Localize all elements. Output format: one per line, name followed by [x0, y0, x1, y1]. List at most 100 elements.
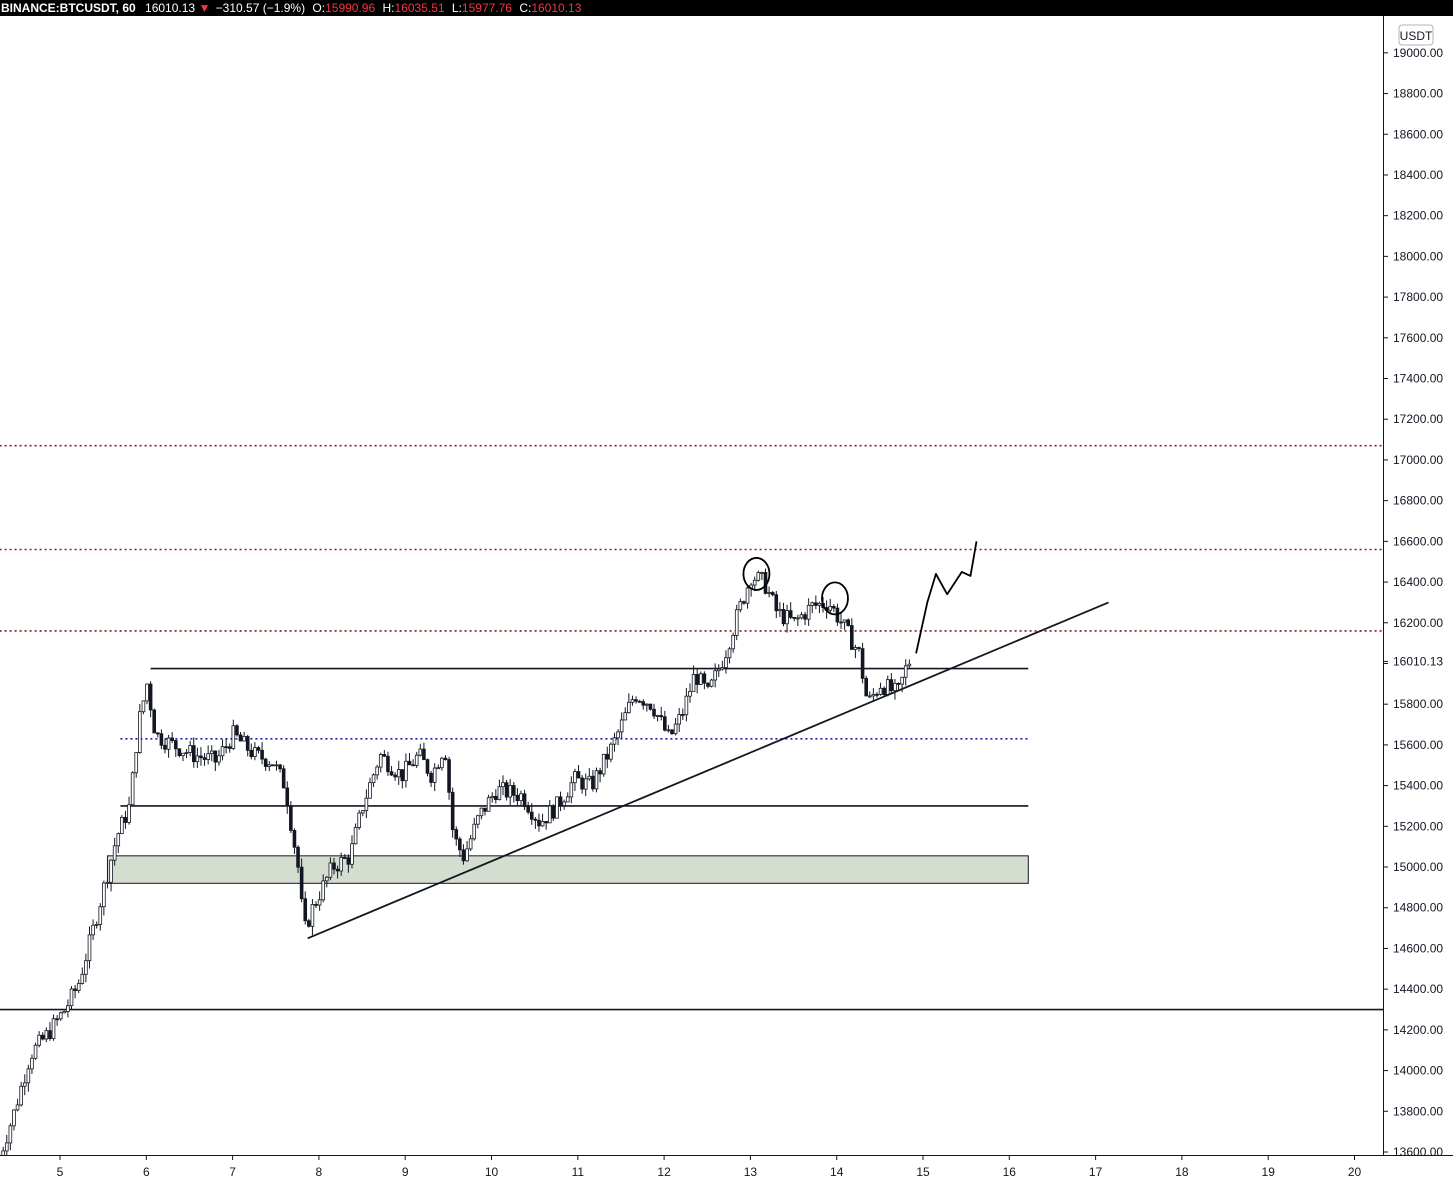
price-chart[interactable]: 13600.00 13800.00 14000.00 14200.00 14400.00…	[0, 16, 1453, 1185]
candle	[407, 752, 412, 766]
candle	[206, 745, 210, 765]
candle	[817, 601, 822, 614]
candle	[537, 813, 541, 832]
candle	[245, 734, 250, 757]
currency-badge[interactable]: USDT	[1398, 24, 1434, 46]
candle	[680, 708, 685, 721]
price-tick-label: 15600.00	[1393, 738, 1443, 752]
candle	[296, 845, 300, 873]
candle	[177, 748, 182, 758]
symbol-label[interactable]: BINANCE:BTCUSDT, 60	[1, 1, 136, 15]
high-value: 16035.51	[394, 1, 445, 15]
price-tick-label: 18200.00	[1393, 209, 1443, 223]
price-tick-label: 14200.00	[1393, 1023, 1443, 1037]
candle	[76, 979, 81, 994]
candle	[242, 731, 246, 742]
candle	[321, 874, 326, 903]
candle	[684, 687, 689, 722]
candle	[738, 598, 743, 613]
candle	[231, 719, 236, 750]
candle	[889, 672, 894, 694]
time-tick-label: 17	[1089, 1165, 1103, 1179]
candle	[134, 752, 139, 778]
circle-annotation[interactable]	[742, 557, 771, 591]
candle	[48, 1022, 52, 1041]
candle	[303, 891, 308, 925]
candle	[440, 756, 444, 771]
candle	[411, 759, 415, 767]
trendline-layer	[307, 601, 1109, 940]
candle	[4, 1134, 9, 1157]
candle	[587, 768, 592, 781]
candle	[328, 857, 333, 881]
candle	[454, 826, 459, 846]
time-tick-label: 20	[1348, 1165, 1362, 1179]
candle	[271, 764, 275, 767]
candle	[292, 828, 297, 854]
candle	[555, 796, 559, 819]
time-tick-label: 13	[744, 1165, 758, 1179]
candle	[368, 777, 372, 799]
candle	[616, 729, 620, 746]
candle	[360, 810, 365, 817]
candle	[141, 700, 146, 715]
candle	[580, 775, 584, 794]
candle	[842, 619, 847, 630]
candle	[425, 758, 430, 777]
candle	[130, 771, 135, 806]
candle	[209, 745, 214, 762]
time-axis-bg[interactable]	[0, 1156, 1453, 1185]
time-tick-label: 19	[1262, 1165, 1276, 1179]
candles-layer	[0, 568, 912, 1170]
candle	[332, 857, 336, 875]
price-tick-label: 15000.00	[1393, 860, 1443, 874]
circle-annotation[interactable]	[821, 581, 849, 616]
candle	[479, 807, 484, 820]
candle	[634, 696, 638, 704]
price-tick-label: 16600.00	[1393, 534, 1443, 548]
candle	[260, 742, 264, 765]
candle	[429, 770, 433, 787]
time-tick-label: 15	[916, 1165, 930, 1179]
candle	[670, 729, 674, 735]
candle	[594, 767, 599, 793]
candle	[573, 768, 577, 791]
candle	[857, 646, 861, 652]
candle	[623, 707, 628, 721]
price-tick-label: 13600.00	[1393, 1145, 1443, 1159]
candle	[497, 779, 502, 801]
projection-path[interactable]	[915, 541, 978, 654]
time-tick-label: 16	[1003, 1165, 1017, 1179]
candle	[511, 781, 516, 803]
candle	[907, 659, 912, 668]
time-tick-label: 11	[572, 1165, 585, 1179]
candle	[224, 738, 228, 754]
price-axis-bg[interactable]	[1384, 16, 1453, 1155]
price-tick-label: 17400.00	[1393, 372, 1443, 386]
candle	[490, 792, 495, 803]
candle	[378, 752, 383, 773]
close-label: C:	[519, 1, 532, 15]
candle	[547, 799, 552, 824]
candle	[551, 804, 556, 821]
candle	[256, 745, 261, 754]
candle	[148, 681, 153, 718]
ascending-trendline[interactable]	[307, 601, 1109, 940]
candle	[33, 1042, 38, 1060]
price-tick-label: 15400.00	[1393, 779, 1443, 793]
change-arrow-icon: ▼	[198, 1, 211, 15]
candle	[659, 706, 664, 721]
candle	[181, 752, 185, 762]
candle	[238, 731, 243, 742]
candle	[731, 632, 735, 653]
time-tick-label: 8	[316, 1165, 323, 1179]
demand-zone[interactable]	[106, 855, 1029, 884]
time-tick-label: 18	[1175, 1165, 1189, 1179]
candle	[558, 791, 563, 812]
time-tick-label: 10	[485, 1165, 499, 1179]
candle	[709, 678, 714, 688]
candle	[494, 789, 498, 804]
symbol-header: BINANCE:BTCUSDT, 60 16010.13 ▼ −310.57 (…	[0, 0, 1453, 16]
candle	[569, 776, 574, 804]
candle	[73, 984, 77, 999]
